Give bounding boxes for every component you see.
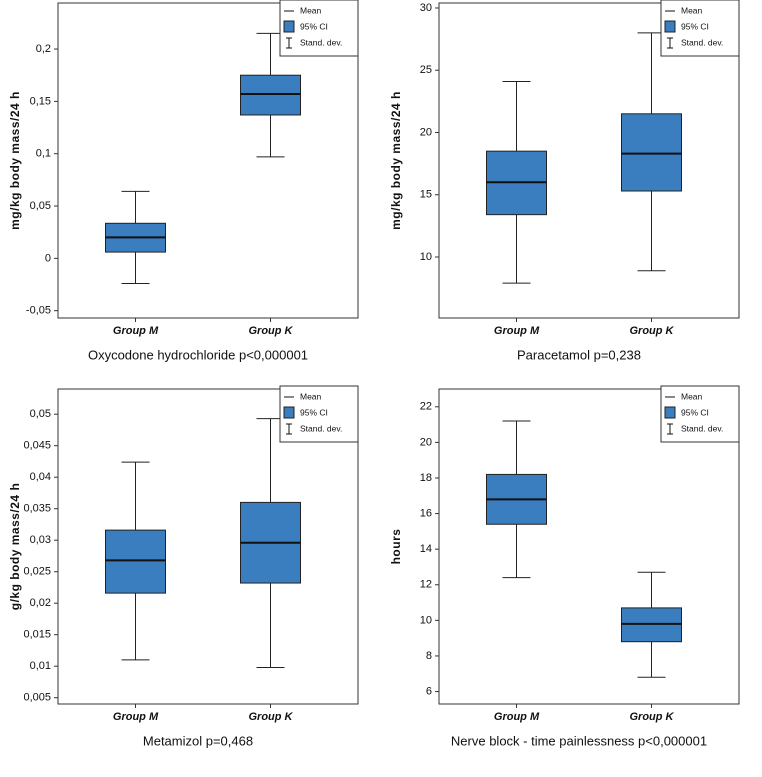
legend-label: 95% CI: [300, 407, 328, 417]
legend-label: 95% CI: [300, 21, 328, 31]
x-tick-label: Group M: [113, 325, 159, 337]
y-tick-label: 10: [420, 614, 432, 626]
y-tick-label: 0: [45, 252, 51, 264]
legend-label: Mean: [681, 391, 703, 401]
y-tick-label: 0,01: [30, 660, 51, 672]
y-tick-label: 0,035: [23, 503, 51, 515]
ci-box: [240, 74, 301, 116]
legend-label: 95% CI: [681, 21, 709, 31]
panel: 10 15 20 25 30 mg/kg body mass/24 h Paracetamo…: [389, 0, 740, 362]
y-tick-label: 12: [420, 579, 432, 591]
y-tick-label: 8: [426, 650, 432, 662]
legend-symbol: [664, 406, 676, 419]
x-axis-title: Metamizol p=0,468: [143, 733, 253, 748]
legend-label: Mean: [681, 5, 703, 15]
y-tick-label: 0,2: [36, 43, 51, 55]
legend-symbol: [286, 37, 292, 49]
legend-label: Stand. dev.: [300, 423, 342, 433]
y-tick-label: -0,05: [26, 305, 51, 317]
legend-symbol: [283, 20, 295, 33]
y-tick-label: 6: [426, 685, 432, 697]
y-tick-label: 14: [420, 543, 432, 555]
panel: 6 8 10 12 14 16 18 20 22 hours Nerve block - time …: [389, 385, 740, 748]
y-tick-label: 0,02: [30, 597, 51, 609]
x-axis-title: Nerve block - time painlessness p<0,0000…: [451, 733, 707, 748]
x-tick-label: Group K: [630, 711, 675, 723]
plot-frame: [438, 2, 740, 319]
x-tick-label: Group M: [494, 325, 540, 337]
legend-symbol: [286, 423, 292, 435]
x-axis-title: Oxycodone hydrochloride p<0,000001: [88, 347, 308, 362]
x-tick-label: Group M: [113, 711, 159, 723]
legend-label: Mean: [300, 5, 322, 15]
y-tick-label: 0,05: [30, 408, 51, 420]
ci-box: [621, 113, 682, 192]
y-tick-label: 16: [420, 507, 432, 519]
y-tick-label: 30: [420, 2, 432, 14]
y-axis-label: hours: [389, 529, 403, 565]
panel: 0,005 0,01 0,015 0,02 0,025 0,03 0,035 0,04 0,04…: [8, 385, 359, 748]
x-tick-label: Group K: [249, 325, 294, 337]
legend-label: Stand. dev.: [681, 423, 723, 433]
y-tick-label: 25: [420, 64, 432, 76]
legend-label: Stand. dev.: [681, 37, 723, 47]
y-tick-label: 0,005: [23, 692, 51, 704]
x-tick-label: Group K: [249, 711, 294, 723]
legend-symbol: [667, 423, 673, 435]
y-tick-label: 18: [420, 472, 432, 484]
plot-frame: [57, 2, 359, 319]
y-tick-label: 0,1: [36, 148, 51, 160]
plot-frame: [438, 388, 740, 705]
y-tick-label: 0,15: [30, 95, 51, 107]
y-tick-label: 0,025: [23, 566, 51, 578]
y-tick-label: 0,05: [30, 200, 51, 212]
y-tick-label: 0,03: [30, 534, 51, 546]
legend-label: 95% CI: [681, 407, 709, 417]
y-tick-label: 10: [420, 251, 432, 263]
y-tick-label: 0,04: [30, 471, 51, 483]
legend-symbol: [664, 20, 676, 33]
panel: -0,05 0 0,05 0,1 0,15 0,2 mg/kg body mass/24 h…: [8, 0, 359, 362]
plot-frame: [57, 388, 359, 705]
y-tick-label: 22: [420, 401, 432, 413]
y-tick-label: 20: [420, 126, 432, 138]
legend-label: Mean: [300, 391, 322, 401]
y-tick-label: 20: [420, 436, 432, 448]
legend-label: Stand. dev.: [300, 37, 342, 47]
y-tick-label: 15: [420, 189, 432, 201]
legend-symbol: [667, 37, 673, 49]
x-tick-label: Group M: [494, 711, 540, 723]
y-axis-label: mg/kg body mass/24 h: [8, 91, 22, 230]
y-tick-label: 0,045: [23, 440, 51, 452]
y-tick-label: 0,015: [23, 629, 51, 641]
ci-box: [105, 529, 166, 594]
x-tick-label: Group K: [630, 325, 675, 337]
legend-symbol: [283, 406, 295, 419]
y-axis-label: mg/kg body mass/24 h: [389, 91, 403, 230]
x-axis-title: Paracetamol p=0,238: [517, 347, 641, 362]
y-axis-label: g/kg body mass/24 h: [8, 483, 22, 611]
